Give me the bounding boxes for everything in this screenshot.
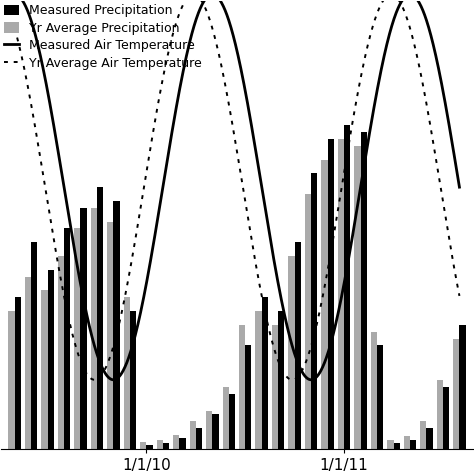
Bar <box>278 311 284 448</box>
Bar <box>321 160 328 448</box>
Bar <box>173 435 179 448</box>
Bar <box>74 228 81 448</box>
Bar <box>361 132 367 448</box>
Bar <box>97 187 103 448</box>
Bar <box>295 242 301 448</box>
Bar <box>371 332 377 448</box>
Bar <box>124 297 130 448</box>
Bar <box>443 387 449 448</box>
Bar <box>196 428 202 448</box>
Bar <box>222 387 229 448</box>
Bar <box>113 201 120 448</box>
Bar <box>179 438 186 448</box>
Bar <box>190 421 196 448</box>
Bar <box>58 256 64 448</box>
Bar <box>31 242 37 448</box>
Bar <box>420 421 427 448</box>
Bar <box>25 277 31 448</box>
Bar <box>41 291 47 448</box>
Bar <box>15 297 21 448</box>
Bar <box>64 228 70 448</box>
Bar <box>107 221 113 448</box>
Bar <box>245 346 252 448</box>
Bar <box>163 443 169 448</box>
Bar <box>146 445 153 448</box>
Bar <box>130 311 136 448</box>
Bar <box>239 325 245 448</box>
Bar <box>453 338 459 448</box>
Bar <box>229 393 235 448</box>
Bar <box>404 436 410 448</box>
Bar <box>255 311 262 448</box>
Bar <box>338 139 344 448</box>
Bar <box>206 411 212 448</box>
Legend: Measured Precipitation, Yr Average Precipitation, Measured Air Temperature, Yr A: Measured Precipitation, Yr Average Preci… <box>3 3 203 71</box>
Bar <box>459 325 465 448</box>
Bar <box>47 270 54 448</box>
Bar <box>140 442 146 448</box>
Bar <box>212 414 219 448</box>
Bar <box>9 311 15 448</box>
Bar <box>437 380 443 448</box>
Bar <box>387 440 393 448</box>
Bar <box>393 443 400 448</box>
Bar <box>354 146 361 448</box>
Bar <box>328 139 334 448</box>
Bar <box>288 256 295 448</box>
Bar <box>311 173 318 448</box>
Bar <box>262 297 268 448</box>
Bar <box>91 208 97 448</box>
Bar <box>410 440 416 448</box>
Bar <box>344 125 350 448</box>
Bar <box>81 208 87 448</box>
Bar <box>305 194 311 448</box>
Bar <box>427 428 433 448</box>
Bar <box>377 346 383 448</box>
Bar <box>156 440 163 448</box>
Bar <box>272 325 278 448</box>
